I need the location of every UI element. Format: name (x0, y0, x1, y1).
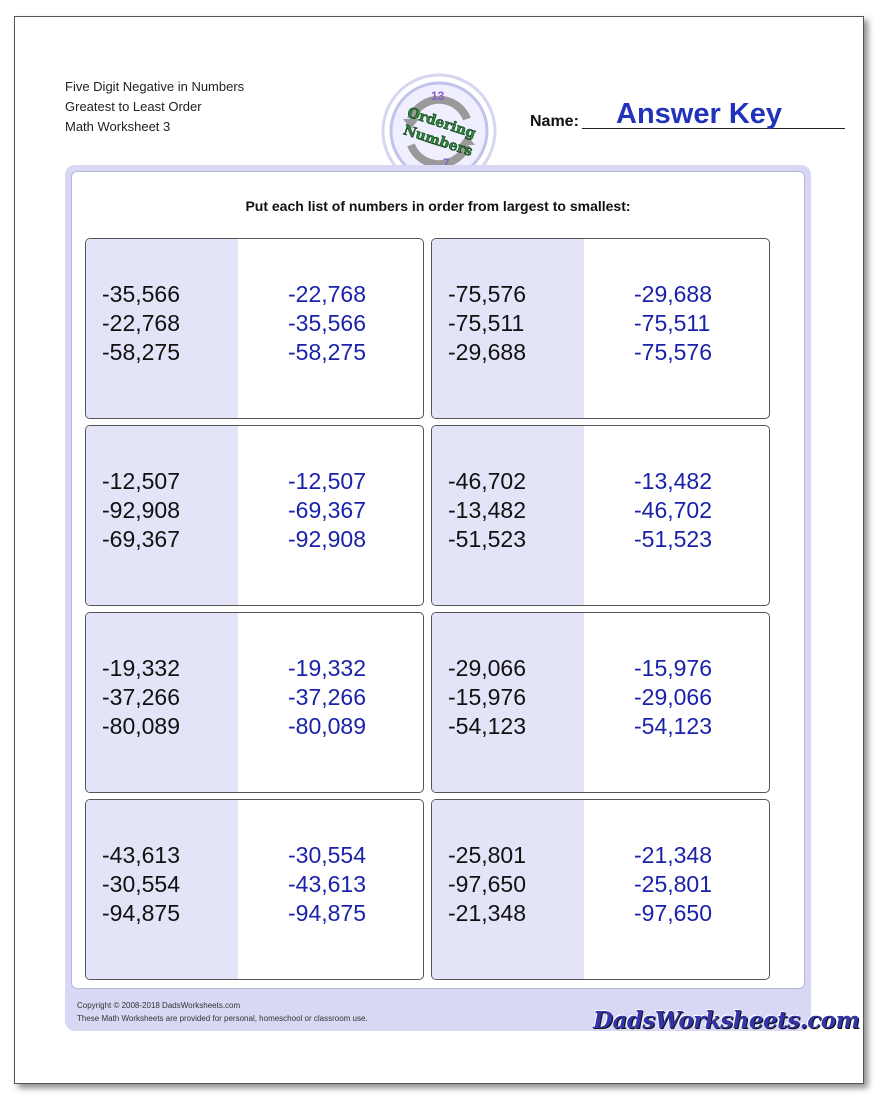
answer-number: -29,688 (634, 281, 713, 307)
given-list: -35,566 -22,768 -58,275 (102, 280, 180, 367)
given-list: -25,801 -97,650 -21,348 (448, 841, 526, 928)
given-shade (432, 239, 584, 418)
answer-number: -69,367 (288, 497, 367, 523)
given-number: -46,702 (448, 468, 527, 494)
answer-number: -30,554 (288, 842, 367, 868)
answer-number: -25,801 (634, 871, 713, 897)
svg-text:13: 13 (431, 89, 445, 103)
given-shade (86, 613, 238, 792)
given-number: -92,908 (102, 497, 181, 523)
given-number: -94,875 (102, 900, 181, 926)
given-number: -69,367 (102, 526, 181, 552)
title-line: Math Worksheet 3 (65, 119, 171, 134)
answer-list: -22,768 -35,566 -58,275 (288, 280, 366, 367)
problem-box: -43,613 -30,554 -94,875 -30,554 -43,613 … (85, 799, 424, 980)
given-number: -29,688 (448, 339, 527, 365)
answer-number: -94,875 (288, 900, 367, 926)
name-underline (582, 128, 845, 129)
answer-number: -75,576 (634, 339, 713, 365)
answer-number: -21,348 (634, 842, 713, 868)
given-list: -19,332 -37,266 -80,089 (102, 654, 180, 741)
instructions: Put each list of numbers in order from l… (245, 198, 631, 214)
answer-number: -92,908 (288, 526, 367, 552)
answer-number: -54,123 (634, 713, 713, 739)
given-shade (86, 426, 238, 605)
copyright-text: Copyright © 2008-2018 DadsWorksheets.com (77, 1001, 241, 1010)
answer-list: -21,348 -25,801 -97,650 (634, 841, 712, 928)
name-field: Name: Answer Key (530, 89, 845, 131)
title-line: Five Digit Negative in Numbers (65, 79, 245, 94)
answer-number: -58,275 (288, 339, 367, 365)
given-list: -43,613 -30,554 -94,875 (102, 841, 180, 928)
answer-number: -51,523 (634, 526, 713, 552)
problem-area: Put each list of numbers in order from l… (71, 171, 805, 989)
given-shade (432, 613, 584, 792)
problem-box: -46,702 -13,482 -51,523 -13,482 -46,702 … (431, 425, 770, 606)
given-number: -13,482 (448, 497, 527, 523)
given-number: -15,976 (448, 684, 527, 710)
given-number: -97,650 (448, 871, 527, 897)
given-number: -29,066 (448, 655, 527, 681)
answer-list: -29,688 -75,511 -75,576 (634, 280, 712, 367)
answer-list: -19,332 -37,266 -80,089 (288, 654, 366, 741)
given-number: -30,554 (102, 871, 181, 897)
given-shade (432, 426, 584, 605)
name-label: Name: (530, 113, 579, 130)
answer-number: -46,702 (634, 497, 713, 523)
worksheet-title: Five Digit Negative in Numbers Greatest … (65, 77, 244, 137)
answer-number: -80,089 (288, 713, 367, 739)
answer-number: -43,613 (288, 871, 367, 897)
answer-number: -12,507 (288, 468, 367, 494)
problem-box: -19,332 -37,266 -80,089 -19,332 -37,266 … (85, 612, 424, 793)
given-number: -75,511 (448, 310, 525, 336)
worksheet-frame: Put each list of numbers in order from l… (65, 165, 811, 1031)
given-number: -75,576 (448, 281, 527, 307)
given-number: -19,332 (102, 655, 181, 681)
given-number: -22,768 (102, 310, 181, 336)
answer-list: -12,507 -69,367 -92,908 (288, 467, 366, 554)
given-number: -54,123 (448, 713, 527, 739)
ordering-numbers-logo: 13 7 Ordering Numbers (381, 73, 497, 189)
given-number: -25,801 (448, 842, 527, 868)
answer-number: -19,332 (288, 655, 367, 681)
answer-number: -13,482 (634, 468, 713, 494)
problem-box: -35,566 -22,768 -58,275 -22,768 -35,566 … (85, 238, 424, 419)
svg-text:7: 7 (443, 156, 450, 170)
answer-number: -15,976 (634, 655, 713, 681)
given-shade (86, 239, 238, 418)
usage-text: These Math Worksheets are provided for p… (77, 1014, 368, 1023)
given-number: -37,266 (102, 684, 181, 710)
given-number: -43,613 (102, 842, 181, 868)
footer-text: Copyright © 2008-2018 DadsWorksheets.com… (77, 999, 368, 1025)
answer-number: -29,066 (634, 684, 713, 710)
answer-list: -15,976 -29,066 -54,123 (634, 654, 712, 741)
given-shade (432, 800, 584, 979)
given-number: -21,348 (448, 900, 527, 926)
answer-number: -37,266 (288, 684, 367, 710)
given-shade (86, 800, 238, 979)
given-list: -46,702 -13,482 -51,523 (448, 467, 526, 554)
given-number: -51,523 (448, 526, 527, 552)
given-list: -75,576 -75,511 -29,688 (448, 280, 526, 367)
given-number: -80,089 (102, 713, 181, 739)
given-list: -29,066 -15,976 -54,123 (448, 654, 526, 741)
given-list: -12,507 -92,908 -69,367 (102, 467, 180, 554)
problem-box: -12,507 -92,908 -69,367 -12,507 -69,367 … (85, 425, 424, 606)
answer-key-label: Answer Key (616, 98, 783, 130)
problem-box: -75,576 -75,511 -29,688 -29,688 -75,511 … (431, 238, 770, 419)
answer-list: -30,554 -43,613 -94,875 (288, 841, 366, 928)
dadsworksheets-logo: DadsWorksheets.com (593, 1007, 860, 1034)
worksheet-page: Five Digit Negative in Numbers Greatest … (14, 16, 864, 1084)
problem-box: -25,801 -97,650 -21,348 -21,348 -25,801 … (431, 799, 770, 980)
given-number: -58,275 (102, 339, 181, 365)
given-number: -35,566 (102, 281, 181, 307)
answer-list: -13,482 -46,702 -51,523 (634, 467, 712, 554)
answer-number: -75,511 (634, 310, 711, 336)
answer-number: -22,768 (288, 281, 367, 307)
problem-box: -29,066 -15,976 -54,123 -15,976 -29,066 … (431, 612, 770, 793)
answer-number: -97,650 (634, 900, 713, 926)
title-line: Greatest to Least Order (65, 99, 202, 114)
given-number: -12,507 (102, 468, 181, 494)
answer-number: -35,566 (288, 310, 367, 336)
